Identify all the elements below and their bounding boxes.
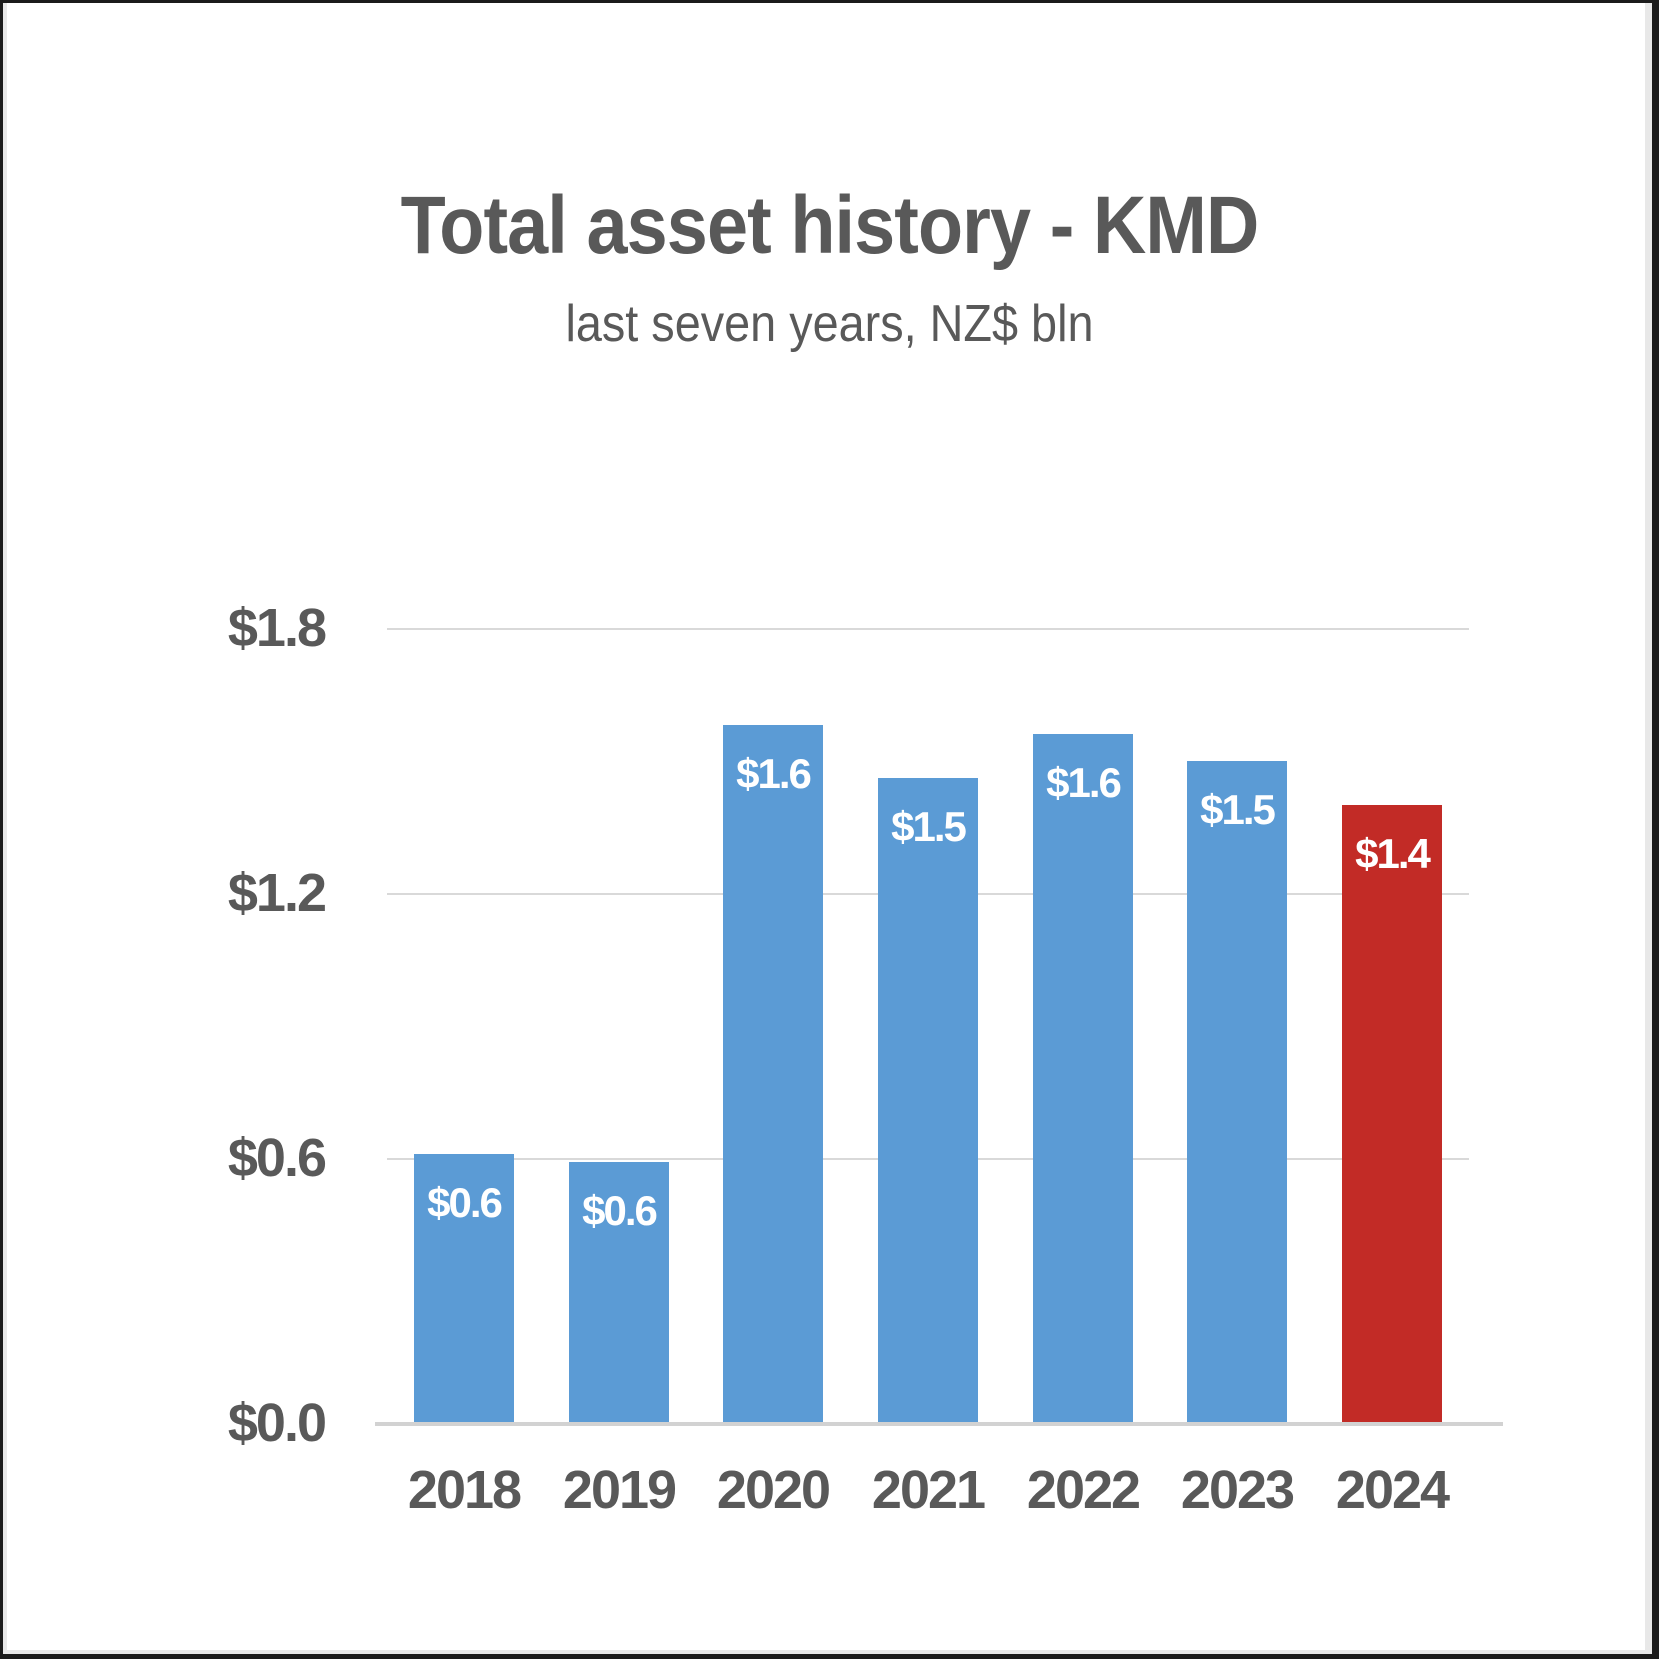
x-axis-line [375,1422,1503,1426]
chart-card: Total asset history - KMD last seven yea… [7,3,1645,1650]
bar-2022: $1.6 [1033,734,1133,1423]
y-axis-tick-label: $1.8 [227,598,327,658]
y-axis-tick-label: $0.0 [227,1393,327,1453]
bar-value-label: $1.5 [1200,786,1276,833]
bar-2021: $1.5 [878,778,978,1423]
bar-value-label: $1.6 [1046,759,1122,806]
bar-value-label: $1.4 [1355,830,1431,877]
bar-2018: $0.6 [414,1154,514,1423]
bar-2020: $1.6 [723,725,823,1423]
chart-subtitle: last seven years, NZ$ bln [565,295,1094,353]
bar-value-label: $0.6 [582,1187,658,1234]
y-axis-tick-label: $0.6 [227,1128,327,1188]
bar-value-label: $1.6 [736,750,812,797]
x-axis-tick-label: 2021 [871,1460,986,1520]
y-axis-tick-label: $1.2 [227,863,327,923]
bar-2023: $1.5 [1187,761,1287,1423]
bar-2024: $1.4 [1342,805,1442,1423]
gridline [387,628,1469,630]
x-axis-tick-label: 2024 [1335,1460,1450,1520]
plot-area: $0.6 $0.6 $1.6 $1.5 $1.6 $1.5 $1.4 [387,628,1469,1423]
bar-2019: $0.6 [569,1162,669,1423]
x-axis-tick-label: 2019 [562,1460,677,1520]
x-axis-tick-label: 2023 [1180,1460,1295,1520]
bar-value-label: $1.5 [891,803,967,850]
bar-value-label: $0.6 [427,1179,503,1226]
chart-title: Total asset history - KMD [400,180,1260,271]
x-axis-tick-label: 2018 [407,1460,522,1520]
x-axis-tick-label: 2020 [716,1460,831,1520]
x-axis-tick-label: 2022 [1026,1460,1141,1520]
